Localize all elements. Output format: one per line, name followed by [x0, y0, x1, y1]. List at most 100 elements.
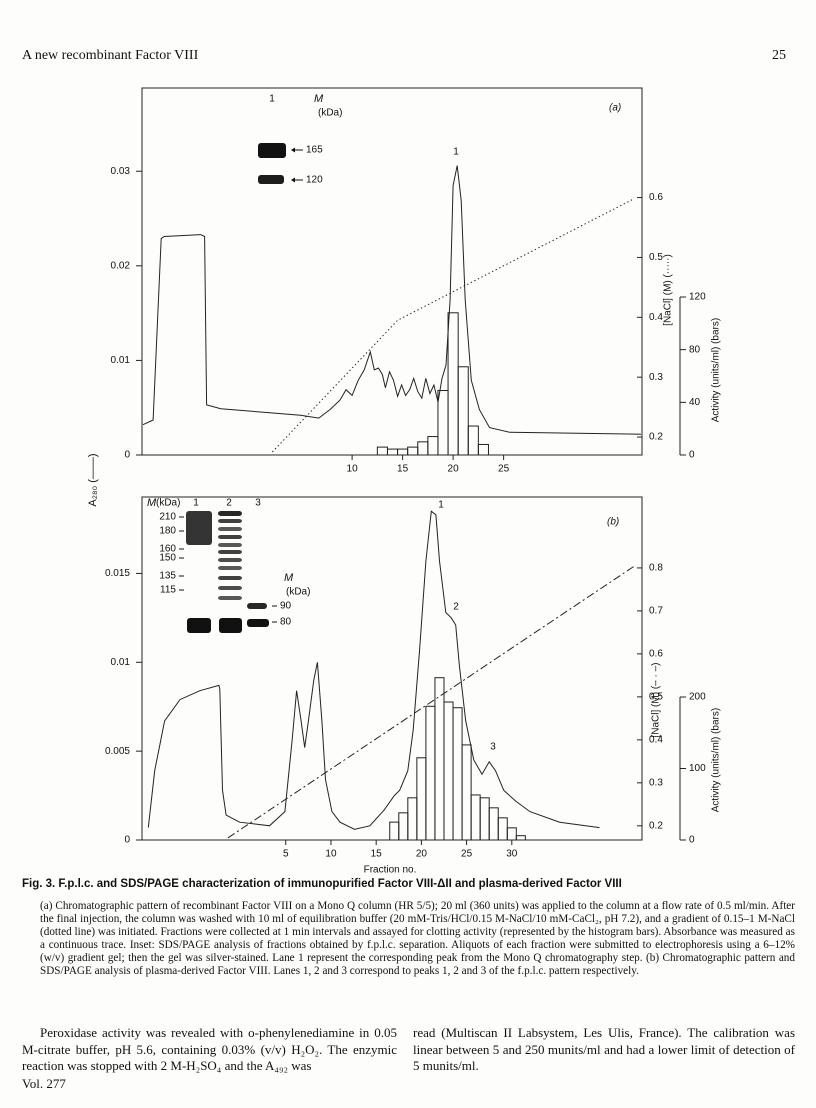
gel-band [218, 596, 242, 600]
gel-band [258, 175, 284, 184]
trace [147, 510, 600, 830]
peak-label: 1 [453, 147, 459, 158]
y3-tick-label: 100 [689, 763, 706, 774]
x-tick-label: 10 [347, 464, 359, 475]
y2-tick-label: 0.3 [649, 372, 663, 383]
caption-text: (a) Chromatographic pattern of recombina… [40, 900, 795, 978]
marker-arrow [291, 177, 295, 183]
y2-tick-label: 0.5 [649, 252, 663, 263]
gel-band [218, 550, 242, 554]
y3-tick-label: 0 [689, 835, 695, 846]
marker-label: 135 [159, 571, 176, 582]
y2-tick-label: 0.2 [649, 820, 663, 831]
unit-label: (kDa) [286, 587, 310, 598]
y2-axis-label: [NaCl] (M) (·····) [663, 254, 674, 326]
unit-label: (kDa) [156, 498, 180, 509]
x-tick-label: 15 [397, 464, 409, 475]
lane-label: 1 [269, 94, 275, 105]
mass-label: M [314, 93, 324, 105]
activity-bar [488, 807, 499, 841]
activity-bar [452, 707, 463, 841]
activity-bar [398, 812, 409, 841]
trace [271, 198, 635, 453]
y3-tick-label: 200 [689, 692, 706, 703]
lane-label: 2 [226, 498, 232, 509]
y2-tick-label: 0.8 [649, 563, 663, 574]
activity-bar [497, 817, 508, 841]
running-title: A new recombinant Factor VIII [22, 48, 199, 63]
peak-label: 3 [490, 742, 496, 753]
marker-label: 150 [159, 553, 176, 564]
panel-label: (a) [609, 103, 621, 114]
y2-tick-label: 0.7 [649, 606, 663, 617]
y3-tick-label: 120 [689, 292, 706, 303]
caption-title: Fig. 3. F.p.l.c. and SDS/PAGE characteri… [22, 878, 622, 890]
gel-band [218, 511, 242, 516]
y-axis-label: A₂₈₀ (——) [87, 453, 99, 506]
activity-bar [467, 425, 479, 456]
trace [142, 165, 642, 435]
gel-band [218, 543, 242, 547]
y2-tick-label: 0.6 [649, 649, 663, 660]
activity-bar [376, 446, 388, 456]
y3-tick-label: 0 [689, 450, 695, 461]
gel-band [247, 603, 267, 609]
y3-axis-label: Activity (units/ml) (bars) [711, 318, 722, 422]
activity-bar [389, 821, 400, 841]
gel-band [218, 519, 242, 523]
volume: Vol. 277 [22, 1076, 66, 1091]
activity-bar [427, 436, 439, 456]
plot-frame [141, 496, 643, 841]
x-tick-label: 25 [461, 849, 473, 860]
activity-bar [407, 446, 419, 456]
x-tick-label: 5 [283, 849, 289, 860]
activity-bar [515, 835, 526, 841]
x-tick-label: 10 [325, 849, 337, 860]
unit-label: (kDa) [318, 108, 342, 119]
marker-label: 160 [159, 544, 176, 555]
x-tick-label: 20 [448, 464, 460, 475]
y-tick-label: 0 [124, 450, 130, 461]
mass-label: M [147, 497, 157, 509]
gel-band [219, 618, 242, 633]
activity-bar [416, 757, 427, 841]
x-tick-label: 25 [498, 464, 510, 475]
plot-frame [141, 87, 643, 456]
y-tick-label: 0.01 [111, 657, 131, 668]
activity-bar [470, 794, 481, 841]
activity-bar [437, 389, 449, 456]
activity-bar [386, 448, 399, 456]
y2-tick-label: 0.2 [649, 432, 663, 443]
gel-band [187, 618, 211, 633]
activity-bar [461, 744, 472, 841]
gel-band [218, 566, 242, 570]
marker-label: 115 [160, 585, 176, 596]
y2-tick-label: 0.6 [649, 192, 663, 203]
peak-label: 1 [438, 500, 444, 511]
activity-bar [407, 797, 418, 841]
marker-label: 165 [306, 145, 323, 156]
activity-bar [447, 312, 459, 456]
y-tick-label: 0 [124, 835, 130, 846]
panel-label: (b) [607, 517, 619, 528]
y-tick-label: 0.015 [105, 568, 130, 579]
x-tick-label: 30 [506, 849, 518, 860]
y2-tick-label: 0.4 [649, 734, 663, 745]
y2-tick-label: 0.4 [649, 312, 663, 323]
activity-bar [397, 448, 409, 456]
marker-label: 180 [159, 526, 176, 537]
y-tick-label: 0.03 [111, 166, 131, 177]
mass-label: M [284, 572, 294, 584]
y3-axis-label: Activity (units/ml) (bars) [711, 708, 722, 812]
marker-label: 210 [159, 512, 176, 523]
gel-band [218, 576, 242, 580]
marker-label: 80 [280, 617, 292, 628]
y-tick-label: 0.005 [105, 746, 130, 757]
lane-label: 3 [255, 498, 261, 509]
y3-tick-label: 40 [689, 397, 701, 408]
gel-band [218, 558, 242, 562]
y-tick-label: 0.01 [111, 355, 131, 366]
y2-axis-label: [NaCl] (M) (– · –) [651, 663, 662, 738]
